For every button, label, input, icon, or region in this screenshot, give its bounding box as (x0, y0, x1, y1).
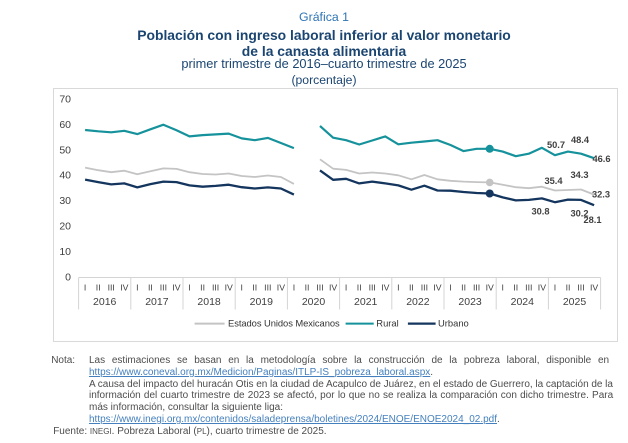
svg-text:40: 40 (59, 170, 71, 182)
svg-text:70: 70 (59, 94, 71, 106)
svg-text:III: III (316, 283, 323, 293)
svg-text:30.8: 30.8 (531, 206, 549, 216)
svg-text:35.4: 35.4 (544, 176, 563, 186)
svg-text:32.3: 32.3 (592, 189, 610, 199)
svg-text:2024: 2024 (511, 296, 535, 308)
svg-text:II: II (357, 283, 362, 293)
svg-text:60: 60 (59, 119, 71, 131)
svg-text:IV: IV (225, 283, 233, 293)
svg-text:48.4: 48.4 (571, 135, 590, 145)
svg-text:2016: 2016 (93, 296, 117, 308)
svg-text:30.2: 30.2 (570, 209, 588, 219)
svg-text:II: II (200, 283, 205, 293)
svg-text:I: I (501, 283, 503, 293)
svg-text:Rural: Rural (376, 318, 398, 329)
svg-text:III: III (421, 283, 428, 293)
svg-text:50: 50 (59, 144, 71, 156)
svg-text:2018: 2018 (197, 296, 221, 308)
svg-text:I: I (554, 283, 556, 293)
svg-text:I: I (449, 283, 451, 293)
svg-text:34.3: 34.3 (570, 170, 588, 180)
svg-text:46.6: 46.6 (592, 154, 610, 164)
svg-text:28.1: 28.1 (583, 215, 601, 225)
svg-text:2022: 2022 (406, 296, 430, 308)
svg-text:2023: 2023 (458, 296, 482, 308)
svg-text:II: II (409, 283, 414, 293)
svg-text:I: I (345, 283, 347, 293)
svg-text:II: II (461, 283, 466, 293)
svg-text:III: III (108, 283, 115, 293)
svg-text:IV: IV (277, 283, 285, 293)
svg-text:I: I (293, 283, 295, 293)
svg-text:IV: IV (433, 283, 441, 293)
svg-text:IV: IV (381, 283, 389, 293)
svg-text:III: III (212, 283, 219, 293)
svg-text:I: I (84, 283, 86, 293)
svg-text:2017: 2017 (145, 296, 169, 308)
svg-text:50.7: 50.7 (547, 140, 565, 150)
svg-text:III: III (264, 283, 271, 293)
svg-text:2021: 2021 (354, 296, 378, 308)
svg-text:0: 0 (65, 271, 71, 283)
svg-text:IV: IV (538, 283, 546, 293)
svg-text:IV: IV (120, 283, 128, 293)
svg-text:Estados Unidos Mexicanos: Estados Unidos Mexicanos (228, 318, 340, 329)
svg-text:II: II (305, 283, 310, 293)
svg-text:II: II (252, 283, 257, 293)
svg-text:2025: 2025 (563, 296, 587, 308)
svg-text:10: 10 (59, 246, 71, 258)
svg-text:I: I (136, 283, 138, 293)
svg-text:Urbano: Urbano (438, 318, 469, 329)
svg-text:I: I (188, 283, 190, 293)
svg-text:II: II (513, 283, 518, 293)
svg-text:III: III (160, 283, 167, 293)
svg-text:III: III (473, 283, 480, 293)
svg-text:20: 20 (59, 221, 71, 233)
svg-text:III: III (525, 283, 532, 293)
svg-text:II: II (148, 283, 153, 293)
svg-text:2019: 2019 (250, 296, 274, 308)
svg-text:IV: IV (329, 283, 337, 293)
svg-text:2020: 2020 (302, 296, 326, 308)
svg-text:IV: IV (590, 283, 598, 293)
svg-text:IV: IV (172, 283, 180, 293)
svg-text:30: 30 (59, 195, 71, 207)
svg-text:IV: IV (486, 283, 494, 293)
svg-text:II: II (96, 283, 101, 293)
svg-text:I: I (397, 283, 399, 293)
svg-text:II: II (566, 283, 571, 293)
svg-text:III: III (369, 283, 376, 293)
svg-text:I: I (240, 283, 242, 293)
svg-text:III: III (577, 283, 584, 293)
